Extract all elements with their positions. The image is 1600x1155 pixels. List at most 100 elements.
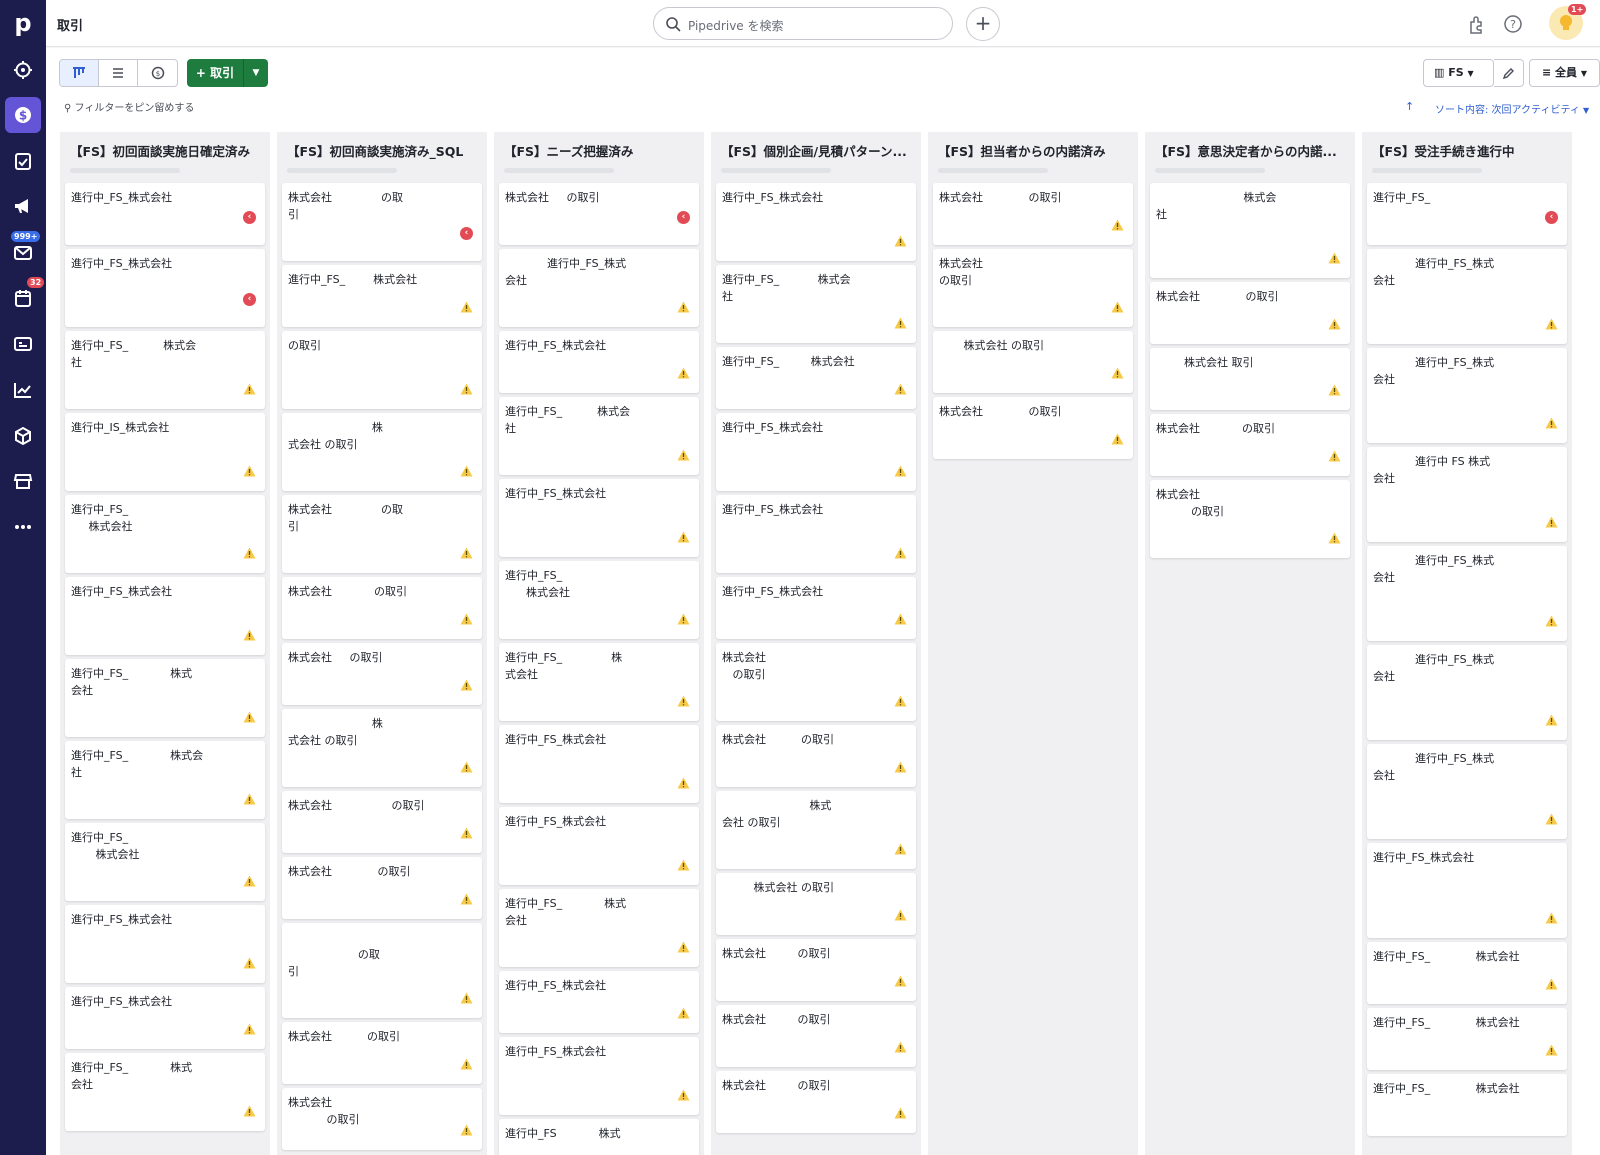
overdue-icon[interactable]: ‹: [677, 211, 690, 224]
deal-card[interactable]: 進行中_FS_株式会社: [499, 807, 699, 885]
edit-pipeline-button[interactable]: [1494, 59, 1524, 87]
warning-icon[interactable]: [243, 383, 256, 395]
deal-card[interactable]: 進行中_FS_ 株式会社: [1367, 1074, 1567, 1136]
deal-card[interactable]: 進行中_FS_ 株式会 社: [65, 331, 265, 409]
warning-icon[interactable]: [677, 449, 690, 461]
warning-icon[interactable]: [460, 613, 473, 625]
warning-icon[interactable]: [894, 465, 907, 477]
warning-icon[interactable]: [1545, 417, 1558, 429]
warning-icon[interactable]: [1328, 450, 1341, 462]
deal-card[interactable]: 進行中_FS_株式会社: [1367, 843, 1567, 938]
deal-card[interactable]: 進行中_FS_株式会社: [499, 725, 699, 803]
deal-card[interactable]: 進行中_FS_ 株式会社: [499, 561, 699, 639]
warning-icon[interactable]: [243, 547, 256, 559]
deal-card[interactable]: 株式会社 の取引: [933, 249, 1133, 327]
deal-card[interactable]: 株式会社 の取引: [716, 939, 916, 1001]
deal-card[interactable]: 株式会社 の取引: [282, 577, 482, 639]
deal-card[interactable]: 株式会社 の取引: [1150, 282, 1350, 344]
tips-avatar[interactable]: 1+: [1549, 4, 1587, 40]
warning-icon[interactable]: [460, 301, 473, 313]
deal-card[interactable]: 株式会社 の取引 ‹: [499, 183, 699, 245]
deal-card[interactable]: 進行中_FS_ 株式会社: [282, 265, 482, 327]
warning-icon[interactable]: [894, 909, 907, 921]
deal-card[interactable]: 進行中_FS_株式 会社: [499, 249, 699, 327]
overdue-icon[interactable]: ‹: [460, 227, 473, 240]
deal-card[interactable]: 株式会社 の取 引 ‹: [282, 183, 482, 261]
warning-icon[interactable]: [1328, 532, 1341, 544]
overdue-icon[interactable]: ‹: [243, 211, 256, 224]
forecast-view-icon[interactable]: $: [138, 60, 177, 86]
stage-header[interactable]: 【FS】初回商談実施済み_SQL: [277, 132, 487, 183]
deal-card[interactable]: 進行中_FS_ 株式 会社: [65, 1053, 265, 1131]
deal-card[interactable]: 進行中_FS_ 株式会社: [65, 823, 265, 901]
overdue-icon[interactable]: ‹: [1545, 211, 1558, 224]
deal-card[interactable]: 株 式会社 の取引: [282, 413, 482, 491]
warning-icon[interactable]: [243, 465, 256, 477]
deal-card[interactable]: 進行中_FS_株式 会社: [1367, 645, 1567, 740]
extensions-icon[interactable]: [1466, 13, 1488, 35]
add-deal-button[interactable]: + 取引 ▼: [187, 59, 268, 87]
warning-icon[interactable]: [243, 1023, 256, 1035]
deal-card[interactable]: 進行中_FS_株式 会社: [1367, 348, 1567, 443]
deal-card[interactable]: 進行中_FS_ 株式会 社: [716, 265, 916, 343]
warning-icon[interactable]: [894, 695, 907, 707]
deal-card[interactable]: 進行中_FS_ 株式会社: [716, 347, 916, 409]
warning-icon[interactable]: [677, 367, 690, 379]
deal-card[interactable]: 株式会社 の取引: [282, 643, 482, 705]
deal-card[interactable]: 進行中_FS_ 株 式会社: [499, 643, 699, 721]
warning-icon[interactable]: [1328, 318, 1341, 330]
add-deal-label[interactable]: + 取引: [187, 59, 244, 87]
deal-card[interactable]: 株式会社 の取引: [716, 1071, 916, 1133]
list-view-icon[interactable]: [99, 60, 138, 86]
deal-card[interactable]: 進行中_FS_株式会社: [65, 577, 265, 655]
warning-icon[interactable]: [894, 383, 907, 395]
warning-icon[interactable]: [243, 711, 256, 723]
warning-icon[interactable]: [1545, 615, 1558, 627]
warning-icon[interactable]: [677, 613, 690, 625]
warning-icon[interactable]: [677, 1089, 690, 1101]
warning-icon[interactable]: [894, 843, 907, 855]
deal-card[interactable]: 進行中_FS_ 株式会 社: [65, 741, 265, 819]
pipedrive-logo[interactable]: p: [14, 9, 32, 37]
warning-icon[interactable]: [1545, 978, 1558, 990]
warning-icon[interactable]: [894, 613, 907, 625]
deal-card[interactable]: 進行中_FS_株式会社 ‹: [65, 249, 265, 327]
warning-icon[interactable]: [243, 875, 256, 887]
warning-icon[interactable]: [1545, 912, 1558, 924]
products-nav-icon[interactable]: [5, 418, 41, 454]
warning-icon[interactable]: [677, 301, 690, 313]
deal-card[interactable]: 進行中_FS_ ‹: [1367, 183, 1567, 245]
deal-card[interactable]: 進行中_FS_株式会社: [716, 413, 916, 491]
warning-icon[interactable]: [1545, 1044, 1558, 1056]
deal-card[interactable]: 進行中_FS_株式会社: [716, 577, 916, 639]
campaigns-nav-icon[interactable]: [5, 188, 41, 224]
warning-icon[interactable]: [460, 547, 473, 559]
warning-icon[interactable]: [460, 761, 473, 773]
warning-icon[interactable]: [1111, 301, 1124, 313]
warning-icon[interactable]: [894, 1107, 907, 1119]
deal-card[interactable]: 株式会社 の取引: [282, 1022, 482, 1084]
deal-card[interactable]: 進行中_FS_株式 会社: [1367, 546, 1567, 641]
deal-card[interactable]: 進行中_FS_株式会社: [499, 1037, 699, 1115]
deal-card[interactable]: 進行中_FS_ 株式 会社: [499, 889, 699, 967]
warning-icon[interactable]: [894, 1041, 907, 1053]
deal-card[interactable]: 株式会社 の取引: [1150, 414, 1350, 476]
calendar-nav-icon[interactable]: [5, 280, 41, 316]
leads-nav-icon[interactable]: [5, 52, 41, 88]
pipeline-view-icon[interactable]: [60, 60, 99, 86]
stage-header[interactable]: 【FS】個別企画/見積パターン...: [711, 132, 921, 183]
warning-icon[interactable]: [460, 992, 473, 1004]
warning-icon[interactable]: [460, 1124, 473, 1136]
deal-card[interactable]: 進行中_FS_ 株式会社: [1367, 1008, 1567, 1070]
warning-icon[interactable]: [894, 975, 907, 987]
sort-direction-icon[interactable]: ↑: [1405, 100, 1415, 113]
warning-icon[interactable]: [1545, 318, 1558, 330]
deal-card[interactable]: 進行中_FS_株式会社: [499, 479, 699, 557]
warning-icon[interactable]: [243, 1105, 256, 1117]
stage-header[interactable]: 【FS】意思決定者からの内諾...: [1145, 132, 1355, 183]
warning-icon[interactable]: [243, 957, 256, 969]
owner-filter-select[interactable]: ≡ 全員 ▼: [1529, 59, 1600, 87]
warning-icon[interactable]: [1328, 384, 1341, 396]
warning-icon[interactable]: [1111, 433, 1124, 445]
deal-card[interactable]: 進行中_FS_株式会社 ‹: [65, 183, 265, 245]
